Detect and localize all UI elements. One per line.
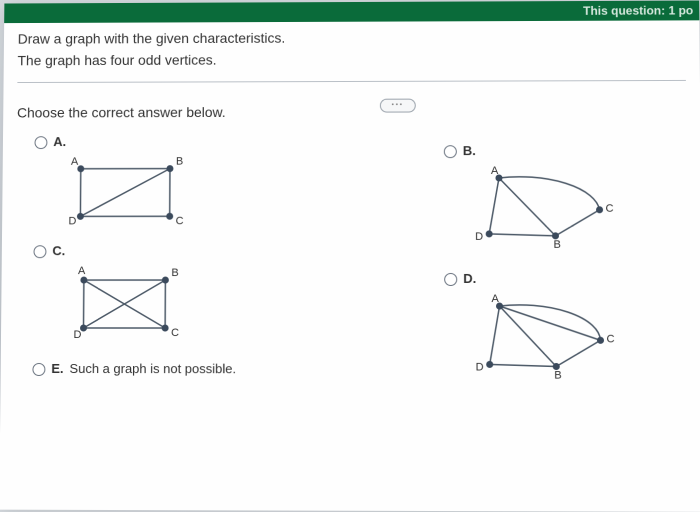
option-c-graph: A B C D <box>52 264 192 346</box>
option-c-label: C. <box>52 243 191 258</box>
svg-text:B: B <box>171 267 178 279</box>
svg-text:D: D <box>73 329 81 341</box>
app-screen: This question: 1 po Draw a graph with th… <box>0 1 700 512</box>
option-e-body: E. Such a graph is not possible. <box>51 361 236 376</box>
option-c[interactable]: C. A B C D <box>33 243 192 346</box>
svg-text:C: C <box>606 333 614 345</box>
option-b-graph: A C B D <box>463 164 614 254</box>
option-e-label: E. <box>51 361 63 376</box>
svg-text:B: B <box>553 239 560 251</box>
svg-text:A: A <box>71 156 79 168</box>
svg-text:A: A <box>491 293 499 305</box>
svg-text:B: B <box>554 369 561 381</box>
option-d-body: D. A C B D <box>463 271 615 385</box>
option-a-graph: A B C D <box>53 155 192 233</box>
radio-d[interactable] <box>444 273 457 286</box>
svg-text:C: C <box>606 203 614 215</box>
svg-text:C: C <box>171 327 179 339</box>
option-d-graph: A C B D <box>463 292 615 385</box>
answer-prompt: Choose the correct answer below. <box>17 103 686 121</box>
svg-text:C: C <box>176 215 184 227</box>
question-line1: Draw a graph with the given characterist… <box>18 28 686 46</box>
option-a[interactable]: A. A B C D <box>34 134 192 232</box>
radio-a[interactable] <box>34 136 47 149</box>
question-line2: The graph has four odd vertices. <box>17 50 685 68</box>
radio-b[interactable] <box>444 145 457 158</box>
svg-text:D: D <box>476 361 484 373</box>
option-a-body: A. A B C D <box>53 134 192 232</box>
option-c-body: C. A B C D <box>52 243 192 346</box>
svg-text:A: A <box>491 165 499 177</box>
option-e-text: Such a graph is not possible. <box>69 361 236 376</box>
svg-text:A: A <box>78 265 86 277</box>
choices-area: A. A B C D C. A B C D E. Such a graph is not p… <box>14 133 690 455</box>
option-b-label: B. <box>463 143 613 158</box>
radio-e[interactable] <box>32 363 45 376</box>
option-b-body: B. A C B D <box>463 143 614 254</box>
option-d-label: D. <box>463 271 614 286</box>
option-d[interactable]: D. A C B D <box>444 271 615 385</box>
radio-c[interactable] <box>33 245 46 258</box>
svg-text:B: B <box>176 156 183 168</box>
option-b[interactable]: B. A C B D <box>444 143 614 254</box>
option-e[interactable]: E. Such a graph is not possible. <box>32 361 236 376</box>
svg-text:D: D <box>475 231 483 243</box>
more-pill-dots: ••• <box>392 103 404 109</box>
more-pill[interactable]: ••• <box>380 99 416 113</box>
question-panel: Draw a graph with the given characterist… <box>0 20 700 512</box>
divider <box>17 80 686 83</box>
points-label: This question: 1 po <box>583 4 693 18</box>
top-bar: This question: 1 po <box>4 1 699 24</box>
option-a-label: A. <box>53 134 192 149</box>
svg-text:D: D <box>68 215 76 227</box>
